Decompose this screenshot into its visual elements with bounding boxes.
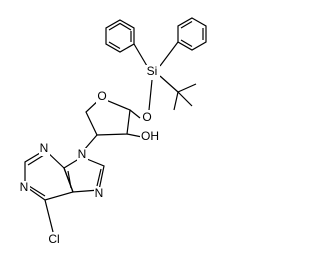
atom-label: O bbox=[142, 110, 151, 124]
double-bond bbox=[108, 41, 121, 50]
atom-label: OH bbox=[141, 129, 159, 143]
imidazole-ring bbox=[63, 156, 105, 193]
bond bbox=[159, 75, 179, 93]
double-bond bbox=[27, 154, 45, 166]
double-bond bbox=[67, 170, 72, 189]
double-bond bbox=[180, 39, 193, 48]
bond bbox=[173, 91, 179, 111]
bond bbox=[177, 83, 197, 93]
bond bbox=[129, 109, 141, 119]
atom-label: N bbox=[95, 186, 104, 200]
atom-label: Cl bbox=[48, 232, 59, 246]
bond bbox=[44, 199, 54, 233]
bond bbox=[133, 43, 148, 67]
bond bbox=[83, 134, 98, 151]
bond bbox=[177, 91, 193, 107]
atom-label: O bbox=[97, 89, 106, 103]
structure-diagram: Si O O OH N N N N Cl bbox=[19, 17, 207, 247]
bond bbox=[148, 79, 153, 111]
double-bond bbox=[96, 168, 102, 187]
double-bond bbox=[108, 22, 132, 31]
atom-labels: Si O O OH N N N N Cl bbox=[19, 64, 160, 247]
phenyl-ring bbox=[177, 17, 207, 51]
bonds bbox=[24, 17, 207, 233]
bond bbox=[126, 133, 143, 138]
double-bond bbox=[180, 20, 193, 29]
phenyl-ring bbox=[105, 19, 135, 53]
pyrimidine-ring bbox=[24, 149, 74, 201]
atom-label: N bbox=[20, 180, 29, 194]
atom-label: N bbox=[78, 147, 87, 161]
atom-label: N bbox=[40, 141, 49, 155]
double-bond bbox=[28, 185, 46, 197]
atom-label: Si bbox=[147, 64, 158, 78]
bond bbox=[159, 41, 179, 67]
